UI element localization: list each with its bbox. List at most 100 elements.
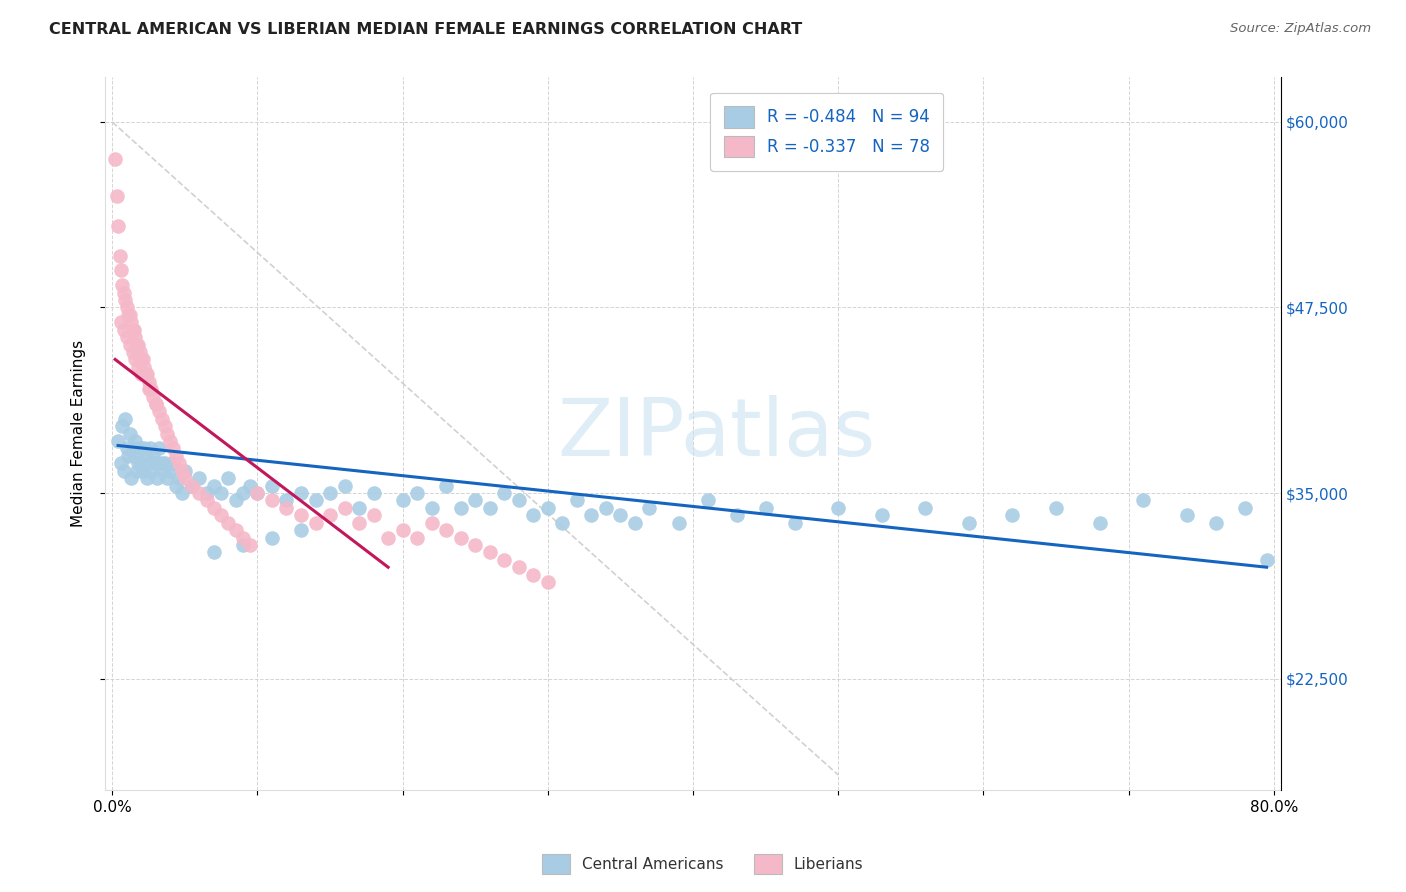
- Point: [188, 486, 211, 500]
- Point: [127, 337, 149, 351]
- Point: [209, 508, 232, 523]
- Point: [104, 152, 127, 166]
- Point: [239, 538, 262, 552]
- Point: [134, 442, 156, 456]
- Point: [304, 493, 326, 508]
- Point: [508, 560, 530, 574]
- Point: [136, 471, 159, 485]
- Point: [347, 500, 370, 515]
- Point: [170, 464, 193, 478]
- Point: [135, 368, 157, 382]
- Point: [173, 471, 195, 485]
- Point: [363, 508, 385, 523]
- Point: [115, 442, 138, 456]
- Point: [145, 397, 167, 411]
- Point: [114, 293, 136, 307]
- Point: [108, 248, 131, 262]
- Point: [406, 486, 429, 500]
- Point: [115, 301, 138, 315]
- Point: [225, 523, 247, 537]
- Point: [121, 442, 143, 456]
- Point: [165, 478, 187, 492]
- Point: [153, 456, 176, 470]
- Point: [124, 434, 146, 448]
- Point: [333, 500, 356, 515]
- Point: [217, 516, 239, 530]
- Point: [581, 508, 603, 523]
- Point: [195, 486, 218, 500]
- Point: [260, 478, 283, 492]
- Point: [132, 352, 155, 367]
- Point: [827, 500, 849, 515]
- Point: [522, 508, 544, 523]
- Point: [217, 471, 239, 485]
- Point: [624, 516, 647, 530]
- Point: [139, 442, 162, 456]
- Point: [508, 493, 530, 508]
- Point: [957, 516, 980, 530]
- Point: [107, 219, 129, 233]
- Point: [783, 516, 806, 530]
- Point: [146, 471, 169, 485]
- Point: [162, 456, 184, 470]
- Point: [870, 508, 893, 523]
- Point: [127, 359, 149, 374]
- Legend: Central Americans, Liberians: Central Americans, Liberians: [536, 848, 870, 880]
- Y-axis label: Median Female Earnings: Median Female Earnings: [72, 340, 86, 527]
- Point: [290, 508, 312, 523]
- Point: [141, 464, 163, 478]
- Point: [420, 500, 443, 515]
- Point: [170, 486, 193, 500]
- Point: [347, 516, 370, 530]
- Point: [132, 464, 155, 478]
- Point: [565, 493, 588, 508]
- Point: [391, 523, 413, 537]
- Point: [696, 493, 718, 508]
- Point: [1256, 553, 1278, 567]
- Point: [121, 345, 143, 359]
- Point: [150, 412, 173, 426]
- Point: [1175, 508, 1198, 523]
- Point: [725, 508, 748, 523]
- Point: [122, 449, 145, 463]
- Point: [165, 449, 187, 463]
- Point: [110, 315, 132, 329]
- Point: [156, 426, 179, 441]
- Point: [202, 545, 225, 559]
- Point: [112, 464, 135, 478]
- Point: [125, 464, 148, 478]
- Point: [609, 508, 631, 523]
- Point: [150, 456, 173, 470]
- Point: [127, 456, 149, 470]
- Text: ZIPatlas: ZIPatlas: [558, 394, 876, 473]
- Point: [1132, 493, 1154, 508]
- Text: CENTRAL AMERICAN VS LIBERIAN MEDIAN FEMALE EARNINGS CORRELATION CHART: CENTRAL AMERICAN VS LIBERIAN MEDIAN FEMA…: [49, 22, 803, 37]
- Point: [522, 567, 544, 582]
- Point: [209, 486, 232, 500]
- Point: [260, 531, 283, 545]
- Point: [246, 486, 269, 500]
- Point: [128, 442, 150, 456]
- Point: [129, 368, 152, 382]
- Point: [202, 478, 225, 492]
- Point: [136, 368, 159, 382]
- Point: [120, 471, 142, 485]
- Point: [152, 464, 174, 478]
- Point: [105, 189, 128, 203]
- Point: [494, 486, 516, 500]
- Point: [167, 456, 190, 470]
- Point: [391, 493, 413, 508]
- Point: [434, 523, 457, 537]
- Point: [232, 531, 254, 545]
- Point: [239, 478, 262, 492]
- Point: [118, 308, 141, 322]
- Point: [138, 375, 160, 389]
- Point: [139, 382, 162, 396]
- Point: [1001, 508, 1024, 523]
- Point: [319, 486, 342, 500]
- Point: [276, 500, 298, 515]
- Point: [148, 442, 170, 456]
- Point: [115, 330, 138, 344]
- Point: [232, 538, 254, 552]
- Point: [290, 523, 312, 537]
